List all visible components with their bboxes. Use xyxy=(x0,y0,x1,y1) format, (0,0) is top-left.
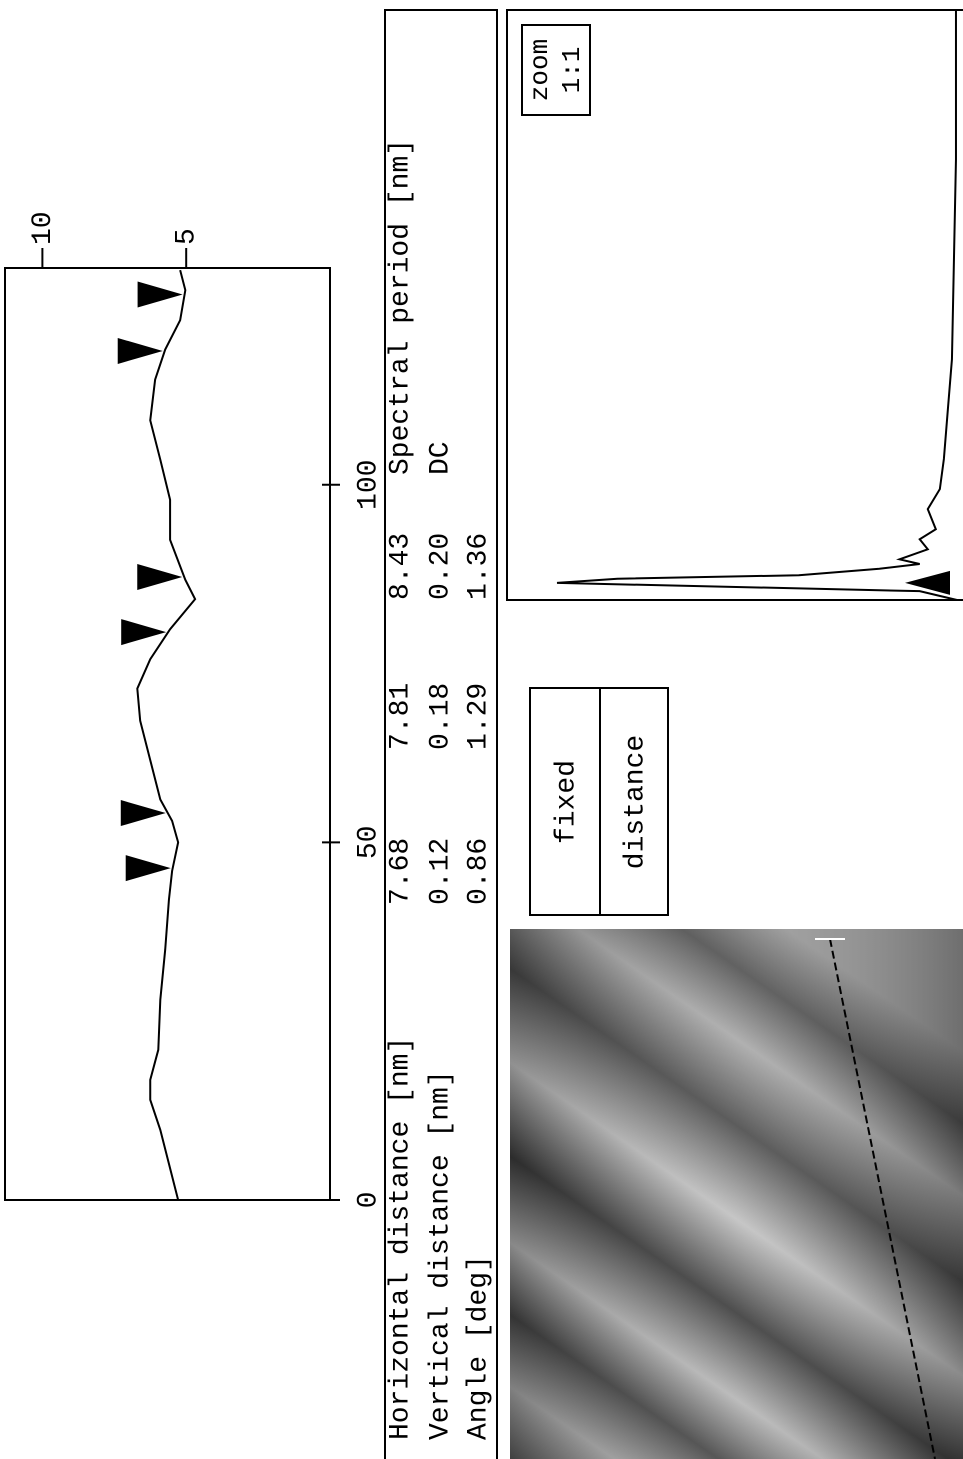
table-label: Spectral period [nm] xyxy=(385,139,416,475)
spectrum-frame xyxy=(507,10,963,600)
x-tick-label: 50 xyxy=(353,826,384,860)
x-tick-label: 0 xyxy=(353,1192,384,1209)
y-tick-label: 5 xyxy=(172,228,203,245)
x-tick-label: 100 xyxy=(353,460,384,510)
table-label: Horizontal distance [nm] xyxy=(385,1037,416,1440)
y-tick-label: 10 xyxy=(28,211,59,245)
zoom-label: 1:1 xyxy=(557,47,587,94)
page: fixed distance zoom 1:1 0 50 100 5 10 Horizon… xyxy=(0,0,963,1459)
button-label[interactable]: fixed xyxy=(551,760,582,844)
cursor-marker xyxy=(121,800,166,826)
afm-image-shade xyxy=(510,929,963,1459)
screen: fixed distance zoom 1:1 0 50 100 5 10 Horizon… xyxy=(0,0,963,1459)
table-label: Angle [deg] xyxy=(463,1255,494,1440)
cursor-marker xyxy=(121,619,166,645)
cursor-marker xyxy=(138,281,183,307)
profile-frame xyxy=(5,268,330,1200)
table-value: 0.12 xyxy=(425,838,456,905)
table-value: 7.81 xyxy=(385,683,416,750)
zoom-label: zoom xyxy=(525,39,555,101)
table-value: 0.18 xyxy=(425,683,456,750)
table-value: 8.43 xyxy=(385,533,416,600)
cursor-marker xyxy=(137,564,182,590)
cursor-marker xyxy=(126,855,171,881)
table-label: DC xyxy=(425,441,456,475)
table-label: Vertical distance [nm] xyxy=(425,1070,456,1440)
profile-line xyxy=(137,270,195,1200)
table-value: 0.86 xyxy=(463,838,494,905)
table-value: 7.68 xyxy=(385,838,416,905)
table-value: 0.20 xyxy=(425,533,456,600)
table-value: 1.29 xyxy=(463,683,494,750)
button-label[interactable]: distance xyxy=(620,735,651,869)
table-value: 1.36 xyxy=(463,533,494,600)
spectrum-line xyxy=(557,10,957,600)
cursor-marker xyxy=(118,338,163,364)
ui: fixed distance zoom 1:1 0 50 100 5 10 Horizon… xyxy=(5,10,963,1459)
